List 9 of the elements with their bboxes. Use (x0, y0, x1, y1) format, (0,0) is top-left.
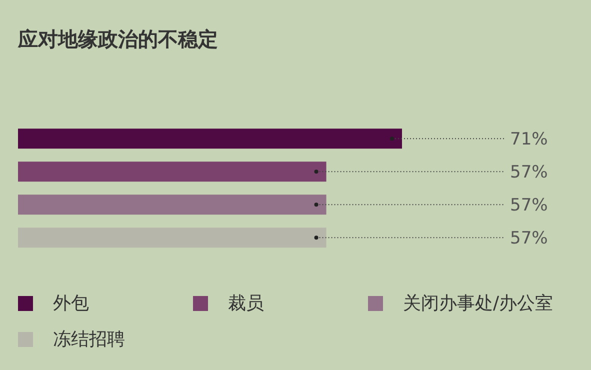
legend-label: 关闭办事处/办公室 (403, 292, 554, 315)
legend-label: 裁员 (228, 292, 264, 315)
legend-label: 外包 (53, 292, 89, 315)
data-label: 57% (510, 228, 548, 249)
legend-label: 冻结招聘 (53, 328, 125, 351)
data-label: 71% (510, 130, 548, 150)
data-label: 57% (510, 196, 548, 216)
chart-title: 应对地缘政治的不稳定 (18, 26, 218, 53)
data-label: 57% (510, 162, 548, 183)
